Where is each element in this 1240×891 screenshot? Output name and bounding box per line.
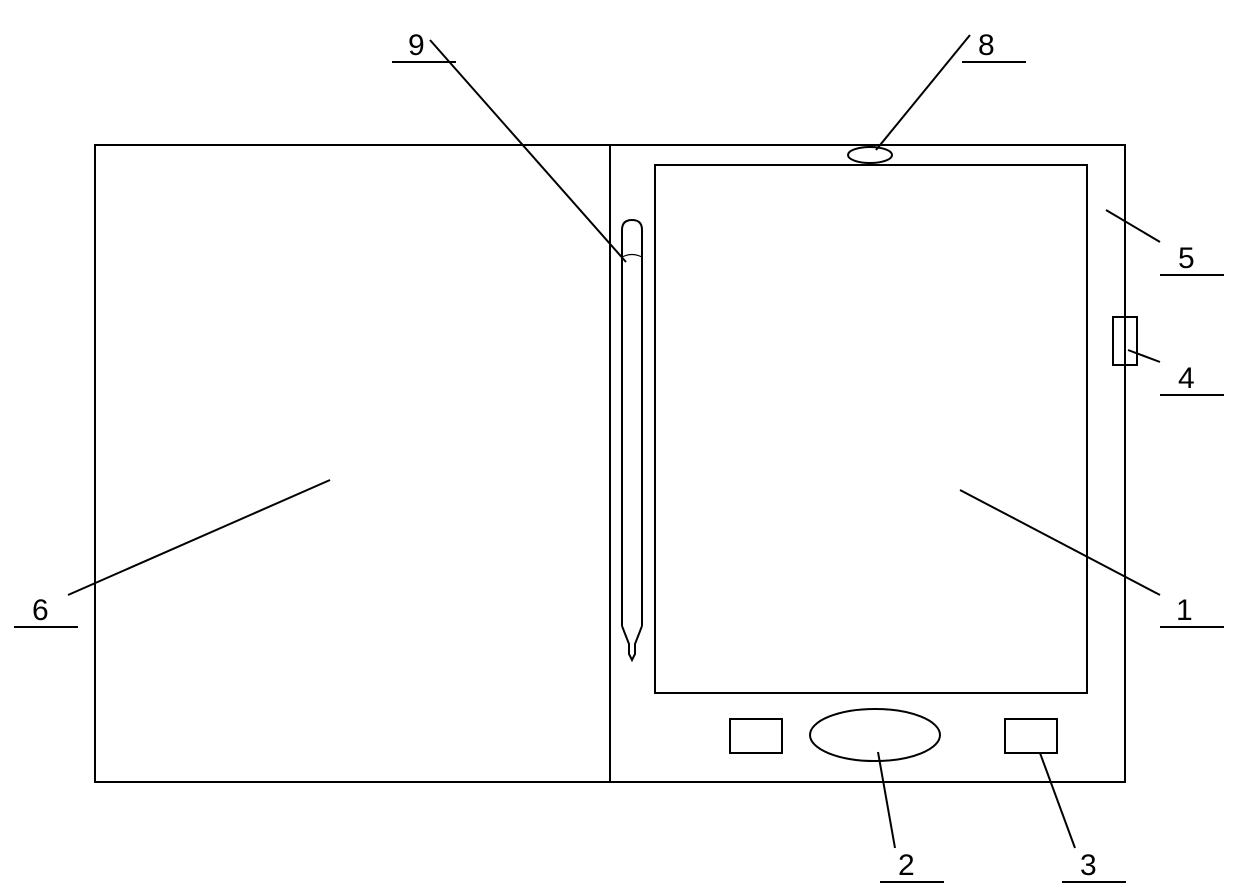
callout-2-label: 2 bbox=[898, 849, 915, 882]
button-left bbox=[730, 719, 782, 753]
callout-4: 4 bbox=[1128, 350, 1224, 395]
callout-5-label: 5 bbox=[1178, 242, 1195, 275]
callout-9-label: 9 bbox=[408, 29, 425, 62]
callout-1-label: 1 bbox=[1176, 594, 1193, 627]
camera bbox=[848, 147, 892, 163]
callout-4-label: 4 bbox=[1178, 362, 1195, 395]
callout-3: 3 bbox=[1040, 753, 1126, 882]
stylus-cap-ring bbox=[622, 255, 642, 258]
screen bbox=[655, 165, 1087, 693]
button-right bbox=[1005, 719, 1057, 753]
stylus-tip bbox=[622, 626, 642, 660]
callout-6: 6 bbox=[14, 480, 330, 627]
technical-diagram: 1 2 3 4 5 6 8 9 bbox=[0, 0, 1240, 891]
callout-6-label: 6 bbox=[32, 594, 49, 627]
stylus-cap bbox=[622, 220, 642, 248]
callout-2: 2 bbox=[878, 752, 944, 882]
callout-5: 5 bbox=[1106, 210, 1224, 275]
callout-8: 8 bbox=[876, 29, 1026, 150]
button-home bbox=[810, 709, 940, 761]
callout-3-label: 3 bbox=[1080, 849, 1097, 882]
callout-1: 1 bbox=[960, 490, 1224, 627]
callout-8-label: 8 bbox=[978, 29, 995, 62]
